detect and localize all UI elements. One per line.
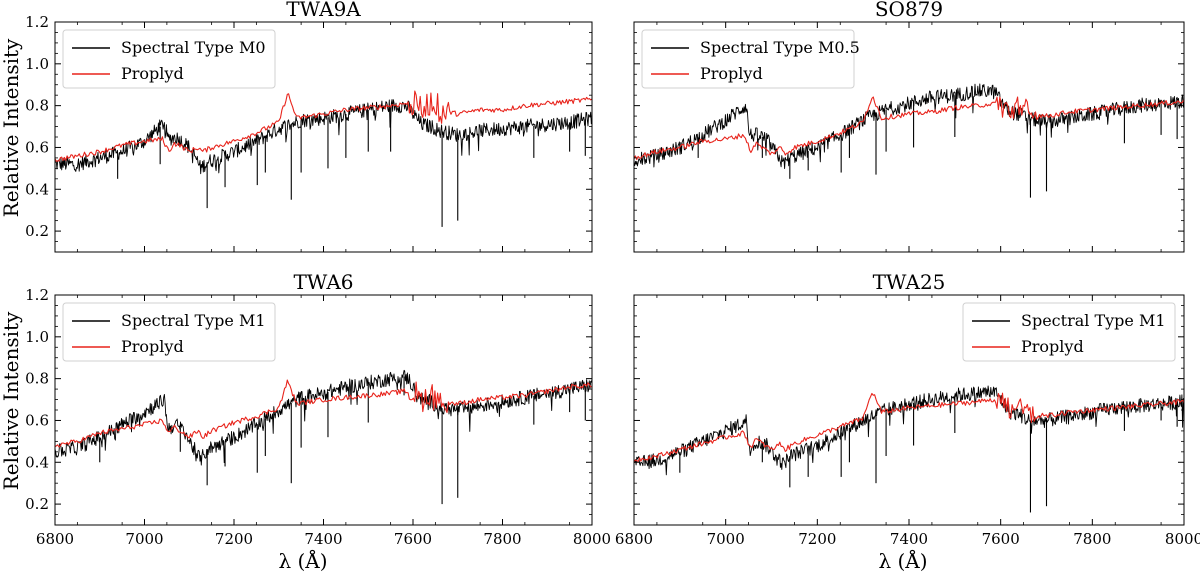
chart-panel: SO879 Spectral Type M0.5 Proplyd xyxy=(633,0,1185,253)
series-line xyxy=(55,379,592,448)
x-tick-label: 7600 xyxy=(982,530,1020,548)
chart-title: TWA6 xyxy=(293,270,353,294)
chart-panel: TWA9A 0.2 0.4 0.6 0.8 1.0 1.2 Spectral Type M0 P… xyxy=(25,0,593,253)
x-tick-label: 7800 xyxy=(483,530,521,548)
legend-label: Spectral Type M0 xyxy=(121,38,266,57)
x-axis-label-right: λ (Å) xyxy=(878,548,927,573)
y-axis-label-top: Relative Intensity xyxy=(0,38,23,217)
x-tick-label: 6800 xyxy=(36,530,74,548)
legend-label: Proplyd xyxy=(700,64,763,83)
x-tick-label: 8000 xyxy=(573,530,611,548)
y-tick-label: 0.8 xyxy=(25,97,49,115)
y-tick-label: 0.2 xyxy=(25,495,49,513)
legend-label: Spectral Type M1 xyxy=(1021,311,1166,330)
legend-label: Proplyd xyxy=(121,337,184,356)
y-tick-label: 0.4 xyxy=(25,453,49,471)
chart-title: SO879 xyxy=(875,0,943,21)
chart-title: TWA25 xyxy=(873,270,946,294)
chart-panel: TWA25 6800 7000 7200 7400 7600 7800 8000 Spectra… xyxy=(615,270,1200,548)
legend-box xyxy=(641,29,855,89)
legend-label: Spectral Type M0.5 xyxy=(700,38,860,57)
x-tick-label: 7200 xyxy=(215,530,253,548)
legend-label: Proplyd xyxy=(1021,337,1084,356)
y-tick-label: 0.4 xyxy=(25,180,49,198)
y-tick-label: 1.2 xyxy=(25,13,49,31)
y-tick-label: 1.0 xyxy=(25,55,49,73)
x-tick-label: 7000 xyxy=(707,530,745,548)
x-tick-label: 7800 xyxy=(1073,530,1111,548)
series-line xyxy=(634,96,1184,161)
y-axis-label-bottom: Relative Intensity xyxy=(0,311,23,490)
legend: Spectral Type M1 Proplyd xyxy=(62,302,276,362)
series-line xyxy=(55,369,592,466)
series-line xyxy=(634,83,1184,170)
y-tick-label: 1.0 xyxy=(25,328,49,346)
x-tick-label: 8000 xyxy=(1165,530,1200,548)
legend: Spectral Type M1 Proplyd xyxy=(962,302,1176,362)
x-tick-label: 7200 xyxy=(798,530,836,548)
y-tick-label: 0.6 xyxy=(25,411,49,429)
y-tick-label: 0.6 xyxy=(25,138,49,156)
legend-box xyxy=(62,302,276,362)
x-tick-label: 7400 xyxy=(304,530,342,548)
x-axis-label-left: λ (Å) xyxy=(278,548,327,573)
x-tick-label: 6800 xyxy=(615,530,653,548)
series-line xyxy=(634,385,1184,476)
legend: Spectral Type M0 Proplyd xyxy=(62,29,276,89)
y-tick-label: 0.8 xyxy=(25,370,49,388)
chart-title: TWA9A xyxy=(286,0,361,21)
legend-box xyxy=(62,29,276,89)
chart-panel: TWA6 6800 7000 7200 7400 7600 7800 8000 0.2 0.4 0.… xyxy=(25,270,611,548)
legend-label: Spectral Type M1 xyxy=(121,311,266,330)
x-tick-label: 7600 xyxy=(394,530,432,548)
legend: Spectral Type M0.5 Proplyd xyxy=(641,29,860,89)
x-tick-label: 7400 xyxy=(890,530,928,548)
series-line xyxy=(55,90,592,162)
y-tick-label: 0.2 xyxy=(25,222,49,240)
y-tick-label: 1.2 xyxy=(25,286,49,304)
series-line xyxy=(634,392,1184,463)
legend-box xyxy=(962,302,1176,362)
x-tick-label: 7000 xyxy=(125,530,163,548)
legend-label: Proplyd xyxy=(121,64,184,83)
